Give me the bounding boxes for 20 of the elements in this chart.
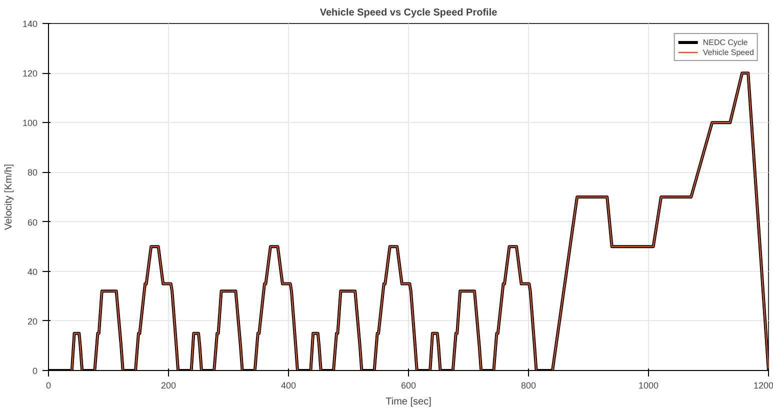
legend-label: NEDC Cycle (702, 37, 748, 47)
y-tick-label: 20 (27, 316, 38, 326)
x-tick-label: 200 (160, 380, 176, 390)
y-axis-title: Velocity [Km/h] (3, 164, 14, 230)
y-tick-label: 40 (27, 266, 38, 277)
legend-label: Vehicle Speed (702, 47, 754, 57)
x-tick-label: 0 (46, 380, 52, 390)
y-tick-label: 80 (27, 168, 38, 178)
x-tick-label: 800 (520, 380, 536, 390)
chart-title: Vehicle Speed vs Cycle Speed Profile (320, 8, 498, 18)
x-tick-label: 1200 (753, 380, 773, 390)
y-tick-label: 120 (22, 68, 38, 79)
x-tick-label: 600 (400, 380, 416, 390)
y-tick-label: 140 (22, 19, 38, 29)
x-axis-title: Time [sec] (386, 396, 432, 408)
y-tick-label: 100 (22, 118, 38, 128)
y-tick-label: 0 (32, 366, 38, 376)
x-tick-label: 400 (280, 380, 296, 390)
x-tick-label: 1000 (638, 380, 659, 390)
y-tick-label: 60 (27, 217, 38, 228)
